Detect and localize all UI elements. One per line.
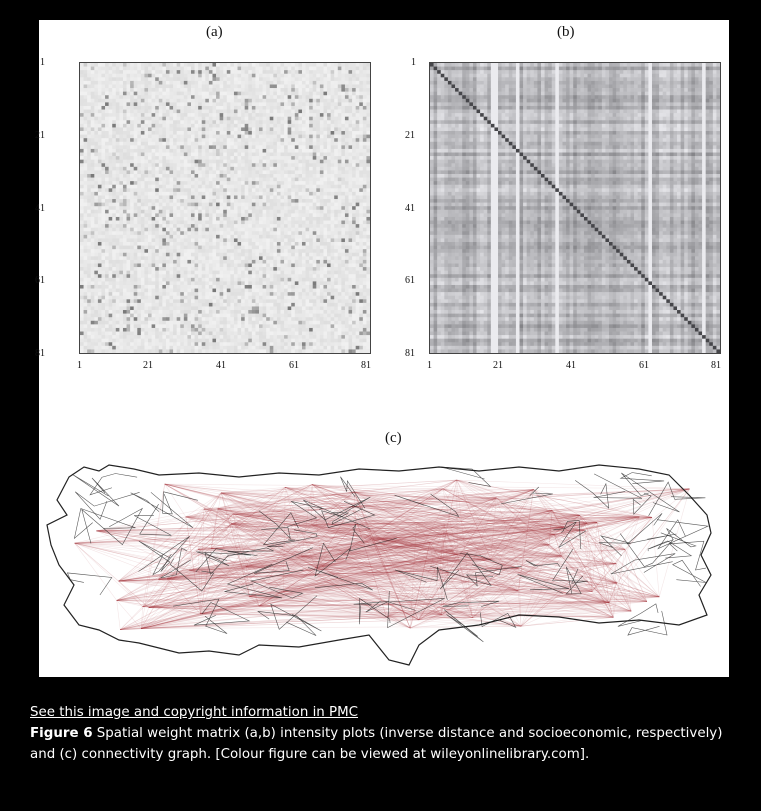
pmc-copyright-link[interactable]: See this image and copyright information… <box>30 705 359 720</box>
panel-a-ytick-81: 81 <box>35 348 45 359</box>
panel-a-xtick-41: 41 <box>216 360 226 371</box>
panel-a-xtick-21: 21 <box>143 360 153 371</box>
panel-a-xtick-81: 81 <box>361 360 371 371</box>
panel-b-ytick-81: 81 <box>405 348 415 359</box>
panel-a-ytick-21: 21 <box>35 130 45 141</box>
panel-a-ytick-1: 1 <box>40 57 45 68</box>
panel-b-ytick-21: 21 <box>405 130 415 141</box>
panel-b-xtick-21: 21 <box>493 360 503 371</box>
panel-c-title: (c) <box>385 430 402 446</box>
panel-a-ytick-41: 41 <box>35 203 45 214</box>
panel-b-xtick-61: 61 <box>639 360 649 371</box>
panel-a-title: (a) <box>206 24 223 40</box>
heatmap-b <box>429 62 721 354</box>
panel-a-xtick-61: 61 <box>289 360 299 371</box>
panel-a-ytick-61: 61 <box>35 275 45 286</box>
figure-label: Figure 6 <box>30 726 93 741</box>
caption-text: Spatial weight matrix (a,b) intensity pl… <box>30 726 723 762</box>
connectivity-graph <box>46 464 712 666</box>
figure-caption: See this image and copyright information… <box>30 702 740 765</box>
panel-b-ytick-41: 41 <box>405 203 415 214</box>
panel-b-title: (b) <box>557 24 575 40</box>
panel-b-ytick-1: 1 <box>411 57 416 68</box>
panel-b-xtick-1: 1 <box>427 360 432 371</box>
panel-b-ytick-61: 61 <box>405 275 415 286</box>
figure-panel: (a) 1 21 41 61 81 1 21 41 61 81 (b) 1 21… <box>35 20 729 677</box>
panel-b-xtick-81: 81 <box>711 360 721 371</box>
panel-a-xtick-1: 1 <box>77 360 82 371</box>
panel-b-xtick-41: 41 <box>566 360 576 371</box>
country-outline <box>46 464 712 666</box>
heatmap-a <box>79 62 371 354</box>
